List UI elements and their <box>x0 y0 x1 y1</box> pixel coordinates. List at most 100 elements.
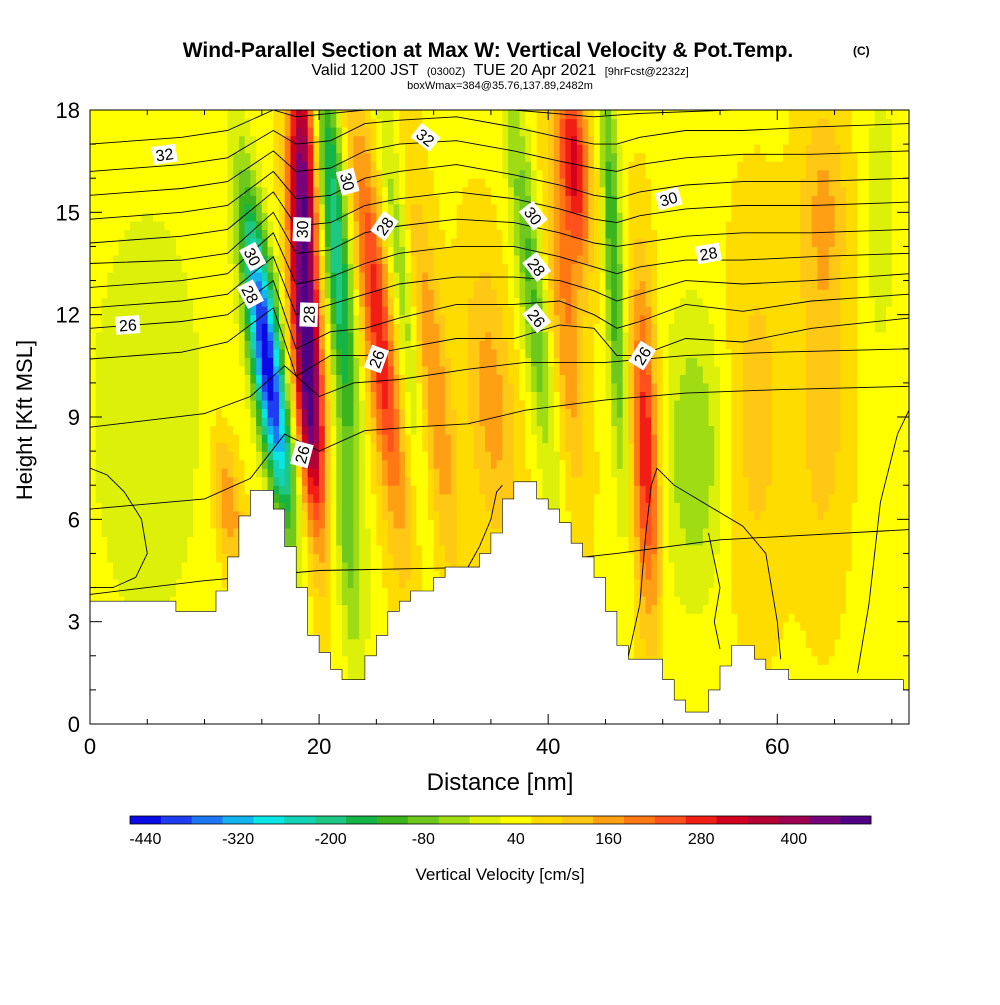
w-cell <box>238 493 246 503</box>
w-cell <box>101 502 108 512</box>
w-cell <box>857 672 864 682</box>
w-cell <box>130 425 137 435</box>
w-cell <box>783 630 790 640</box>
w-cell <box>720 553 727 563</box>
w-cell <box>364 527 372 537</box>
w-cell <box>714 579 721 589</box>
w-cell <box>147 476 154 486</box>
w-cell <box>857 434 864 444</box>
w-cell <box>702 672 710 682</box>
w-cell <box>851 579 859 589</box>
w-cell <box>771 544 778 555</box>
w-cell <box>720 544 727 555</box>
w-cell <box>290 442 297 452</box>
w-cell <box>794 647 801 657</box>
w-cell <box>657 459 664 469</box>
w-cell <box>319 561 326 572</box>
w-cell <box>599 510 607 520</box>
w-cell <box>674 613 681 623</box>
w-cell <box>634 553 641 563</box>
w-cell <box>445 527 452 537</box>
w-cell <box>135 451 143 461</box>
w-cell <box>662 604 670 614</box>
w-cell <box>714 519 721 529</box>
w-cell <box>634 459 641 469</box>
w-cell <box>342 451 349 461</box>
w-cell <box>198 485 206 495</box>
w-cell <box>502 451 509 461</box>
w-cell <box>95 519 103 529</box>
w-cell <box>279 425 286 435</box>
w-cell <box>691 468 698 478</box>
w-cell <box>616 544 624 555</box>
w-cell <box>616 630 624 640</box>
w-cell <box>823 434 830 444</box>
w-cell <box>777 519 784 529</box>
w-cell <box>771 510 778 520</box>
w-cell <box>307 510 314 520</box>
w-cell <box>639 596 647 606</box>
w-cell <box>101 459 108 469</box>
w-cell <box>657 442 664 452</box>
w-cell <box>364 451 372 461</box>
w-cell <box>175 434 183 444</box>
w-cell <box>359 621 366 631</box>
w-cell <box>886 519 893 529</box>
w-cell <box>697 681 704 691</box>
w-cell <box>342 664 349 674</box>
w-cell <box>130 451 137 461</box>
w-cell <box>857 579 864 589</box>
w-cell <box>897 587 904 597</box>
w-cell <box>473 553 481 563</box>
w-cell <box>210 425 217 435</box>
w-cell <box>685 698 692 708</box>
w-cell <box>897 510 904 520</box>
w-cell <box>840 476 847 486</box>
w-cell <box>828 451 836 461</box>
w-cell <box>611 510 618 520</box>
w-cell <box>330 476 337 486</box>
w-cell <box>731 485 738 495</box>
w-cell <box>742 544 750 555</box>
w-cell <box>691 570 698 580</box>
w-cell <box>777 459 784 469</box>
w-cell <box>565 425 572 435</box>
w-cell <box>135 579 143 589</box>
w-cell <box>783 468 790 478</box>
w-cell <box>170 553 177 563</box>
w-cell <box>880 613 887 623</box>
w-cell <box>359 519 366 529</box>
w-cell <box>336 655 343 665</box>
w-cell <box>153 468 160 478</box>
w-cell <box>657 596 664 606</box>
w-cell <box>720 630 727 640</box>
w-cell <box>193 536 200 546</box>
w-cell <box>187 561 194 572</box>
w-cell <box>823 655 830 665</box>
w-cell <box>336 468 343 478</box>
w-cell <box>639 502 647 512</box>
w-cell <box>175 459 183 469</box>
w-cell <box>668 613 675 623</box>
w-cell <box>857 621 864 631</box>
w-cell <box>405 519 412 529</box>
w-cell <box>851 434 859 444</box>
w-cell <box>697 468 704 478</box>
w-cell <box>720 502 727 512</box>
w-cell <box>553 476 561 486</box>
w-cell <box>124 544 131 555</box>
w-cell <box>611 553 618 563</box>
w-cell <box>490 425 498 435</box>
w-cell <box>846 613 853 623</box>
w-cell <box>124 468 131 478</box>
w-cell <box>679 459 687 469</box>
w-cell <box>95 425 103 435</box>
w-cell <box>450 434 458 444</box>
w-cell <box>393 451 400 461</box>
w-cell <box>594 425 601 435</box>
w-cell <box>605 519 612 529</box>
w-cell <box>817 451 824 461</box>
w-cell <box>863 527 870 537</box>
w-cell <box>777 655 784 665</box>
w-cell <box>714 527 721 537</box>
